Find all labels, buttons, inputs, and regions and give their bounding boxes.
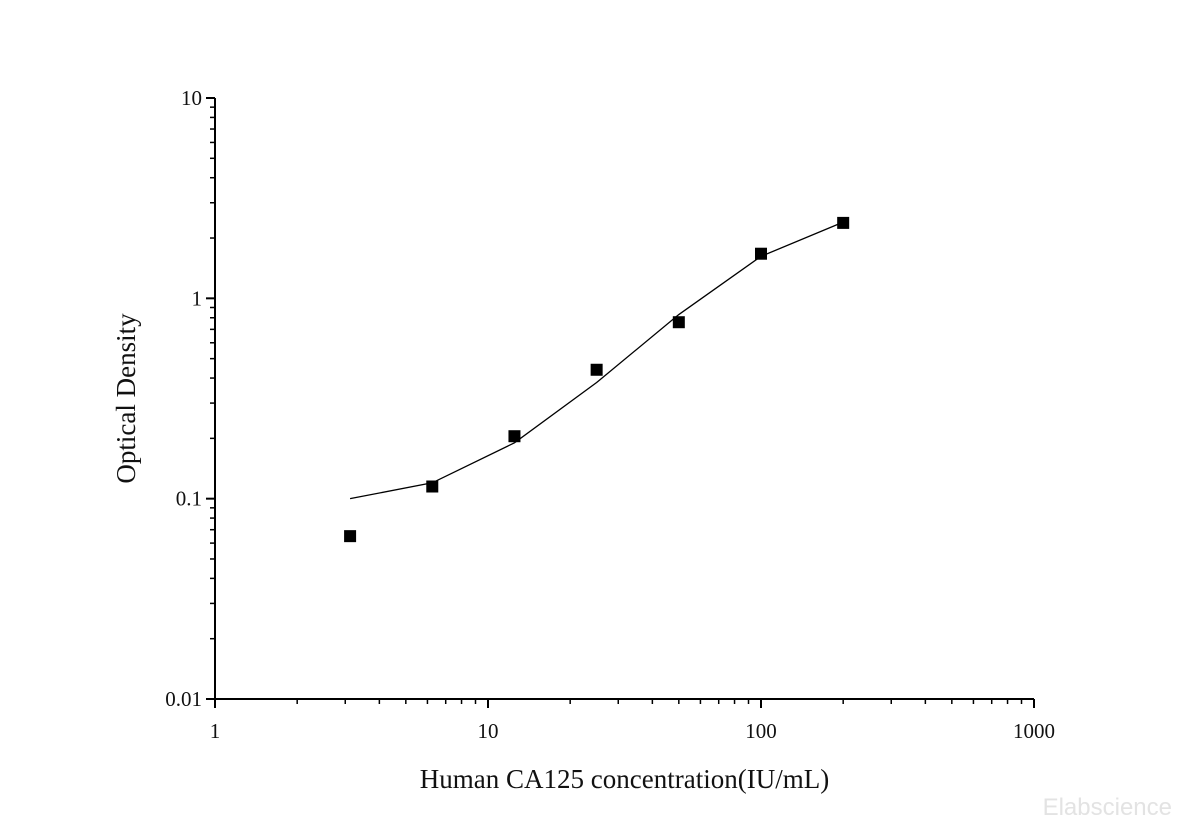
watermark-logo: Elabscience [1043,794,1172,821]
y-axis-title: Optical Density [111,313,141,484]
data-point [590,363,603,376]
fit-curve-line [349,221,844,500]
x-tick-label: 100 [745,719,777,743]
x-axis-title: Human CA125 concentration(IU/mL) [420,764,829,794]
data-point [344,530,357,543]
major-ticks [206,97,1035,708]
data-point [755,247,767,260]
y-tick-label: 10 [181,86,202,110]
x-tick-labels: 1 10 100 1000 [210,719,1055,743]
y-tick-label: 1 [192,286,203,310]
data-points [344,216,850,543]
y-tick-label: 0.01 [165,687,202,711]
data-point [508,430,521,443]
minor-ticks [210,106,1023,704]
data-point [837,216,850,229]
y-tick-labels: 0.01 0.1 1 10 [165,86,202,711]
data-point [426,480,439,493]
x-tick-label: 1000 [1013,719,1055,743]
y-tick-label: 0.1 [176,487,202,511]
data-point [672,316,685,329]
x-tick-label: 1 [210,719,221,743]
x-tick-label: 10 [478,719,499,743]
